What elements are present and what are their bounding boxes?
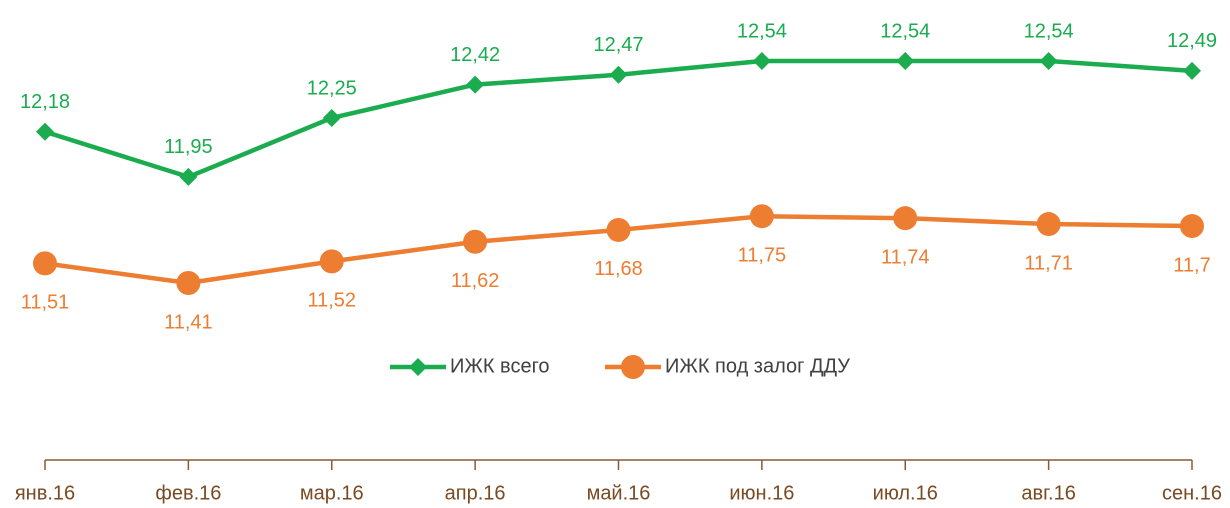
data-label: 12,18 (20, 91, 70, 113)
data-point (463, 229, 488, 254)
data-label: 11,62 (451, 270, 500, 292)
data-point (1180, 214, 1204, 239)
legend-marker (621, 355, 645, 379)
x-tick-label: июл.16 (873, 482, 938, 504)
data-label: 12,54 (1024, 20, 1074, 42)
data-point (606, 217, 631, 242)
data-point (896, 52, 915, 70)
data-label: 11,68 (594, 258, 643, 280)
data-point (1039, 52, 1058, 70)
x-tick-label: май.16 (587, 482, 651, 504)
data-point (322, 108, 341, 127)
x-tick-label: июн.16 (729, 482, 794, 504)
x-tick-label: авг.16 (1021, 482, 1075, 504)
data-point (179, 167, 198, 186)
data-label: 12,49 (1167, 30, 1217, 52)
data-point (1036, 212, 1061, 237)
data-point (893, 206, 918, 231)
x-tick-label: сен.16 (1162, 482, 1222, 504)
data-label: 11,71 (1024, 252, 1073, 274)
data-label: 11,75 (738, 244, 787, 266)
data-point (609, 65, 628, 84)
x-tick-label: апр.16 (445, 482, 506, 504)
data-label: 11,51 (21, 292, 70, 314)
x-tick-label: янв.16 (15, 482, 75, 504)
data-point (752, 52, 771, 70)
data-point (36, 122, 54, 141)
data-label: 12,54 (880, 20, 930, 42)
data-point (176, 271, 201, 295)
data-label: 11,52 (307, 290, 356, 312)
x-tick-label: мар.16 (300, 482, 364, 504)
data-label: 11,95 (164, 136, 213, 158)
x-tick-label: фев.16 (155, 482, 221, 504)
legend-marker (409, 358, 427, 376)
legend-label: ИЖК всего (450, 355, 550, 377)
data-point (749, 204, 774, 229)
data-point (466, 75, 485, 94)
data-point (319, 249, 344, 274)
data-label: 12,25 (307, 77, 357, 99)
data-point (33, 251, 57, 276)
data-label: 11,74 (881, 246, 930, 268)
data-label: 12,42 (450, 44, 500, 66)
data-point (1183, 61, 1201, 80)
data-label: 12,54 (737, 20, 787, 42)
data-label: 12,47 (593, 34, 643, 56)
legend-label: ИЖК под залог ДДУ (665, 355, 850, 377)
data-label: 11,41 (164, 311, 213, 333)
data-label: 11,7 (1173, 254, 1210, 276)
